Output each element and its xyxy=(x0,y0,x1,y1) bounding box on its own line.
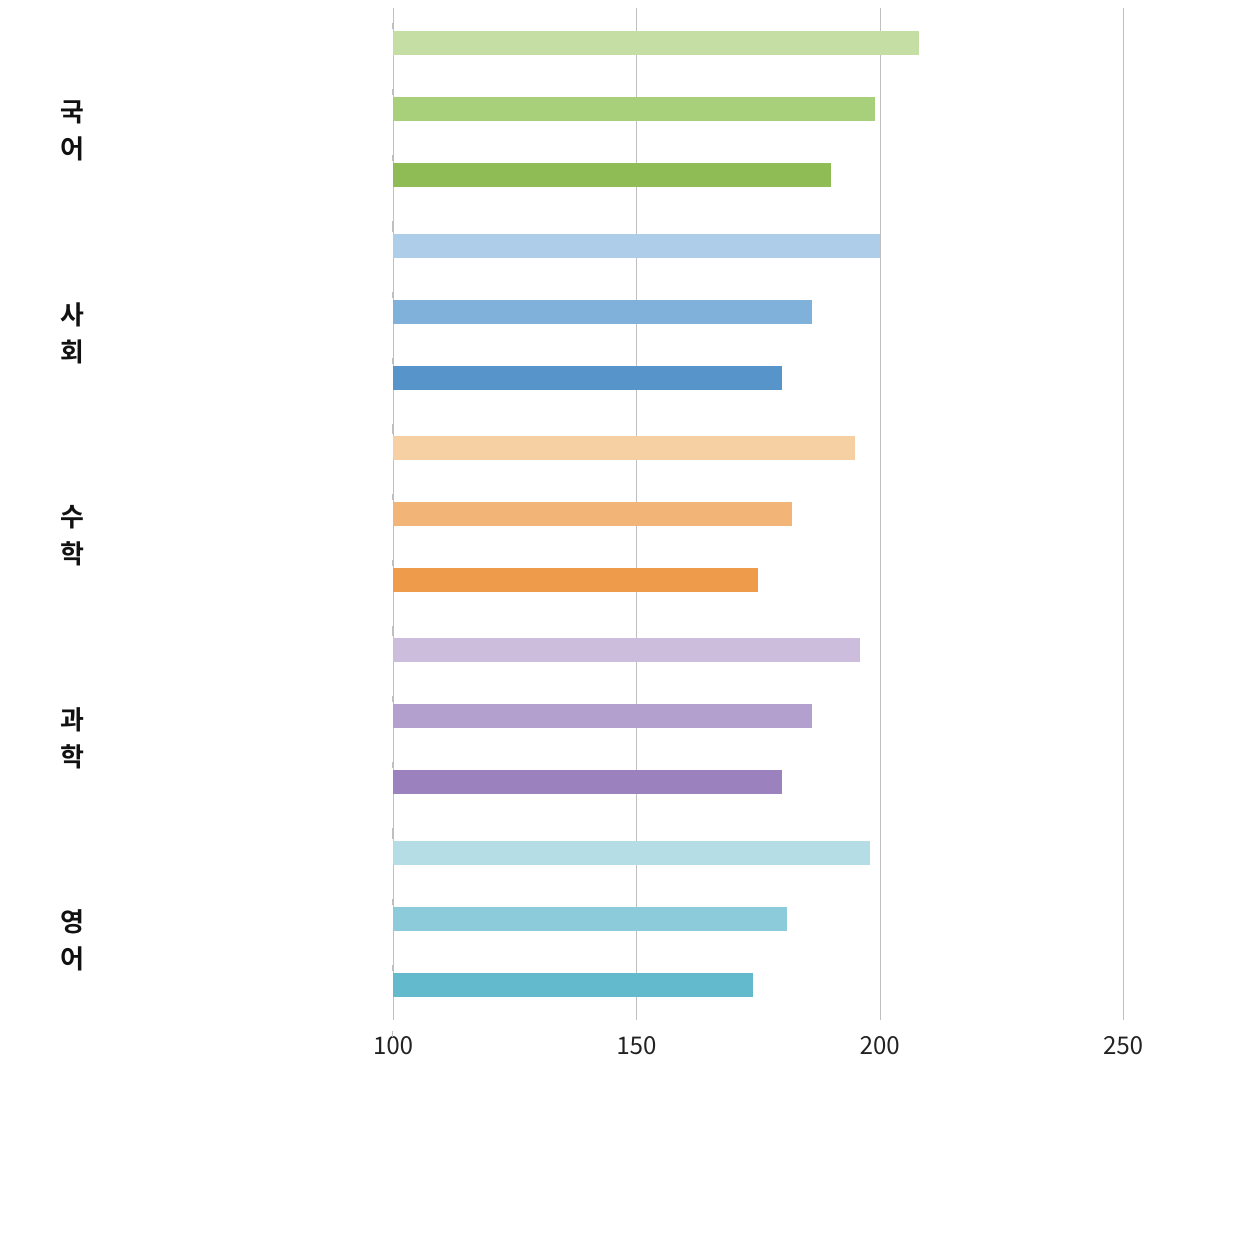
bar xyxy=(393,973,753,997)
bar-baseline-tick xyxy=(392,560,393,566)
group-label: 영어 xyxy=(60,902,84,976)
bar xyxy=(393,234,880,258)
bar-baseline-tick xyxy=(392,89,393,95)
bar-baseline-tick xyxy=(392,630,393,636)
x-tick-label: 100 xyxy=(353,1026,433,1061)
bar xyxy=(393,366,782,390)
bar-baseline-tick xyxy=(392,23,393,29)
group-label: 과학 xyxy=(60,700,84,774)
bar xyxy=(393,300,812,324)
bar-baseline-tick xyxy=(392,428,393,434)
bar xyxy=(393,502,792,526)
bar-baseline-tick xyxy=(392,762,393,768)
bar xyxy=(393,568,758,592)
group-label: 국어 xyxy=(60,92,84,166)
bar-baseline-tick xyxy=(392,358,393,364)
gridline xyxy=(1123,8,1124,1020)
bar-baseline-tick xyxy=(392,292,393,298)
bar xyxy=(393,704,812,728)
group-label: 사회 xyxy=(60,295,84,369)
bar xyxy=(393,97,875,121)
bar xyxy=(393,841,870,865)
bar-baseline-tick xyxy=(392,833,393,839)
bar-baseline-tick xyxy=(392,1031,393,1037)
group-label: 수학 xyxy=(60,497,84,571)
x-tick-label: 250 xyxy=(1083,1026,1163,1061)
bar-baseline-tick xyxy=(392,899,393,905)
bar xyxy=(393,163,831,187)
bar xyxy=(393,638,860,662)
bar xyxy=(393,436,855,460)
bar-baseline-tick xyxy=(392,155,393,161)
bar-baseline-tick xyxy=(392,965,393,971)
bar xyxy=(393,907,787,931)
bar-baseline-tick xyxy=(392,226,393,232)
x-tick-label: 200 xyxy=(840,1026,920,1061)
bar xyxy=(393,31,919,55)
gridline xyxy=(880,8,881,1020)
x-tick-label: 150 xyxy=(596,1026,676,1061)
bar-baseline-tick xyxy=(392,696,393,702)
bar-baseline-tick xyxy=(392,494,393,500)
bar xyxy=(393,770,782,794)
